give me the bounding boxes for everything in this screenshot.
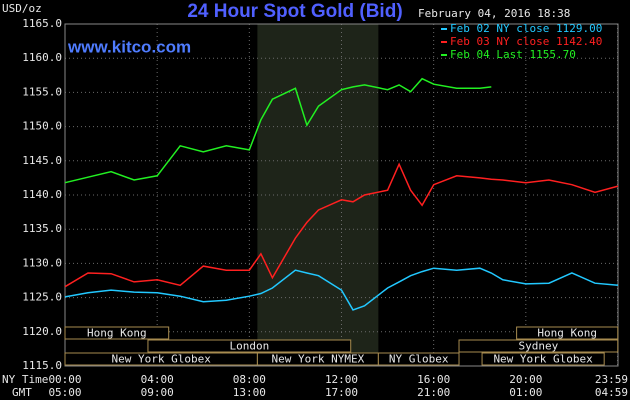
x2-tick-label: 01:00 [509, 386, 542, 399]
y-tick-label: 1115.0 [22, 359, 62, 372]
x-tick-label: 04:00 [141, 373, 174, 386]
session-bar [458, 339, 619, 353]
session-bar [64, 326, 170, 340]
legend-entry: Feb 03 NY close 1142.40 [450, 35, 602, 48]
y-axis-label: USD/oz [2, 2, 42, 15]
x-tick-label: 12:00 [325, 373, 358, 386]
session-label: New York Globex [493, 353, 593, 366]
x2-tick-label: 09:00 [141, 386, 174, 399]
price-line [64, 77, 492, 184]
session-label: Hong Kong [537, 327, 597, 340]
legend-entry: Feb 04 Last 1155.70 [450, 48, 576, 61]
y-tick-label: 1130.0 [22, 256, 62, 269]
legend-entry: Feb 02 NY close 1129.00 [450, 22, 602, 35]
y-tick-label: 1160.0 [22, 51, 62, 64]
x-tick-label: 08:00 [233, 373, 266, 386]
x2-tick-label: 05:00 [48, 386, 81, 399]
price-line [64, 267, 619, 311]
chart-title: 24 Hour Spot Gold (Bid) [187, 1, 402, 22]
x2-tick-label: 13:00 [233, 386, 266, 399]
session-label: New York Globex [112, 353, 212, 366]
session-label: Sydney [519, 340, 559, 353]
y-tick-label: 1145.0 [22, 154, 62, 167]
x2-tick-label: 17:00 [325, 386, 358, 399]
y-tick-label: 1125.0 [22, 291, 62, 304]
y-tick-label: 1150.0 [22, 120, 62, 133]
x-tick-label: 23:59 [595, 373, 628, 386]
x-tick-label: 16:00 [417, 373, 450, 386]
y-tick-label: 1165.0 [22, 17, 62, 30]
x-row-label: NY Time [2, 373, 48, 386]
plot-frame [64, 23, 619, 367]
x2-tick-label: 04:59 [595, 386, 628, 399]
session-bar [481, 352, 605, 366]
x-tick-label: 20:00 [509, 373, 542, 386]
session-label: London [229, 340, 269, 353]
session-label: Hong Kong [87, 327, 147, 340]
x-row-label: GMT [12, 386, 32, 399]
y-tick-label: 1140.0 [22, 188, 62, 201]
y-tick-label: 1120.0 [22, 325, 62, 338]
y-tick-label: 1135.0 [22, 222, 62, 235]
session-bar [377, 352, 460, 366]
session-label: New York NYMEX [272, 353, 365, 366]
session-label: NY Globex [389, 353, 449, 366]
chart-date: February 04, 2016 18:38 [418, 7, 570, 20]
session-bar [516, 326, 619, 340]
price-line [64, 162, 619, 288]
y-tick-label: 1155.0 [22, 85, 62, 98]
x-tick-label: 00:00 [48, 373, 81, 386]
source-link: www.kitco.com [67, 37, 191, 56]
x2-tick-label: 21:00 [417, 386, 450, 399]
session-bar [147, 339, 352, 353]
